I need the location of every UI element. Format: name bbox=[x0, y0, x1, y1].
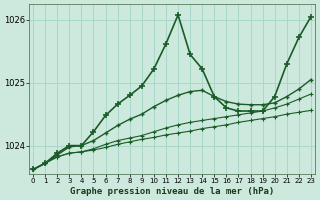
X-axis label: Graphe pression niveau de la mer (hPa): Graphe pression niveau de la mer (hPa) bbox=[70, 187, 274, 196]
